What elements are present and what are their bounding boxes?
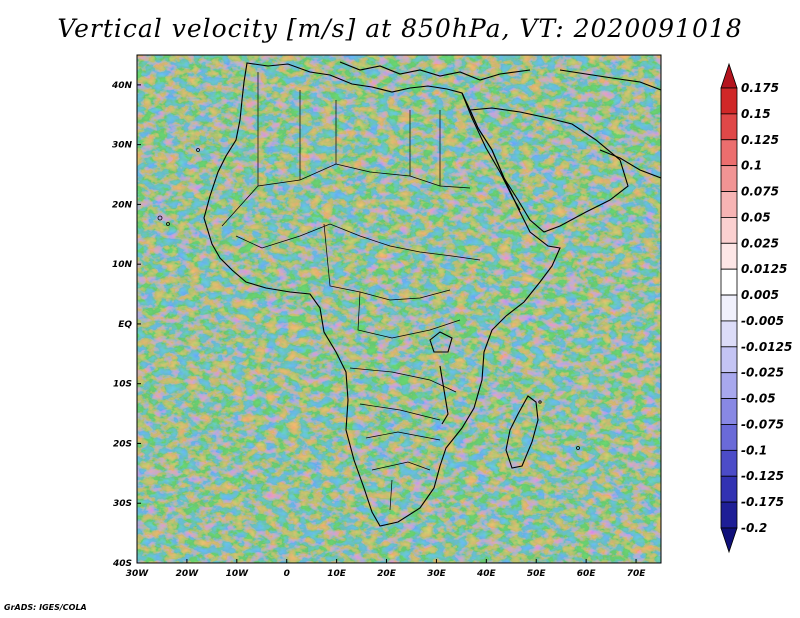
colorbar-arrow-top xyxy=(720,62,738,89)
colorbar-label: 0.125 xyxy=(741,133,779,147)
colorbar-label: 0.1 xyxy=(741,159,762,173)
lat-tick-label: 20S xyxy=(113,439,132,449)
lon-tick-label: 30W xyxy=(126,569,150,579)
colorbar-swatch xyxy=(720,294,738,322)
velocity-field xyxy=(137,55,661,563)
colorbar-label: 0.005 xyxy=(741,288,779,302)
colorbar-swatch xyxy=(720,320,738,348)
lon-tick-label: 50E xyxy=(527,569,547,579)
colorbar-swatch xyxy=(720,268,738,296)
islands xyxy=(157,148,580,450)
colorbar-swatch xyxy=(720,475,738,503)
lon-tick-label: 40E xyxy=(476,569,497,579)
colorbar-label: -0.2 xyxy=(741,521,767,535)
colorbar-label: 0.025 xyxy=(741,236,779,250)
footer-credit: GrADS: IGES/COLA xyxy=(4,603,87,612)
colorbar-label: 0.15 xyxy=(741,107,771,121)
colorbar: 0.175 0.15 0.125 0.1 0.075 0.05 0.025 0.0125 0.0… xyxy=(720,62,792,554)
colorbar-swatch xyxy=(720,372,738,399)
lon-tick-label: 10W xyxy=(226,569,250,579)
colorbar-label: -0.125 xyxy=(741,469,784,483)
coastlines xyxy=(203,61,661,527)
colorbar-swatch xyxy=(720,87,738,115)
lat-tick-label: EQ xyxy=(118,320,132,330)
lon-tick-label: 70E xyxy=(627,569,647,579)
colorbar-label: -0.0125 xyxy=(741,340,792,354)
lat-tick-label: 30N xyxy=(112,141,133,151)
colorbar-swatch xyxy=(720,165,738,192)
map-title: Vertical velocity [m/s] at 850hPa, VT: 2… xyxy=(57,14,743,43)
colorbar-arrow-bottom xyxy=(720,527,738,554)
colorbar-swatch xyxy=(720,449,738,477)
colorbar-label: -0.1 xyxy=(741,443,767,457)
lat-tick-label: 20N xyxy=(112,200,133,210)
lat-tick-label: 10N xyxy=(112,260,133,270)
colorbar-label: -0.05 xyxy=(741,392,776,406)
colorbar-label: -0.005 xyxy=(741,314,784,328)
colorbar-label: 0.075 xyxy=(741,185,779,199)
colorbar-label: 0.05 xyxy=(741,210,771,224)
colorbar-swatch xyxy=(720,424,738,451)
lat-tick-label: 40N xyxy=(111,81,133,91)
lat-tick-label: 40S xyxy=(112,559,132,569)
country-borders xyxy=(221,72,481,511)
lat-tick-label: 10S xyxy=(113,380,132,390)
longitude-axis: 30W 20W 10W 0 10E 20E 30E 40E 50E 60E 70E xyxy=(126,559,646,579)
lat-tick-label: 30S xyxy=(113,499,132,509)
colorbar-swatch xyxy=(720,398,738,425)
colorbar-label: 0.0125 xyxy=(741,262,787,276)
colorbar-label: -0.175 xyxy=(741,495,784,509)
colorbar-swatch xyxy=(720,242,738,270)
colorbar-swatch xyxy=(720,217,738,244)
map-panel xyxy=(137,55,661,563)
colorbar-swatch xyxy=(720,139,738,167)
lon-tick-label: 10E xyxy=(327,569,347,579)
colorbar-swatch xyxy=(720,501,738,529)
lon-tick-label: 20W xyxy=(176,569,200,579)
colorbar-swatch xyxy=(720,113,738,141)
colorbar-label: -0.025 xyxy=(741,366,784,380)
colorbar-swatch xyxy=(720,346,738,374)
lon-tick-label: 0 xyxy=(284,569,290,579)
map-frame xyxy=(136,54,662,564)
colorbar-label: -0.075 xyxy=(741,417,784,431)
lon-tick-label: 20E xyxy=(377,569,397,579)
lon-tick-label: 60E xyxy=(577,569,597,579)
colorbar-label: 0.175 xyxy=(741,81,779,95)
lon-tick-label: 30E xyxy=(427,569,447,579)
colorbar-swatch xyxy=(720,191,738,218)
latitude-axis: 40N 30N 20N 10N EQ 10S 20S 30S 40S xyxy=(111,81,141,569)
